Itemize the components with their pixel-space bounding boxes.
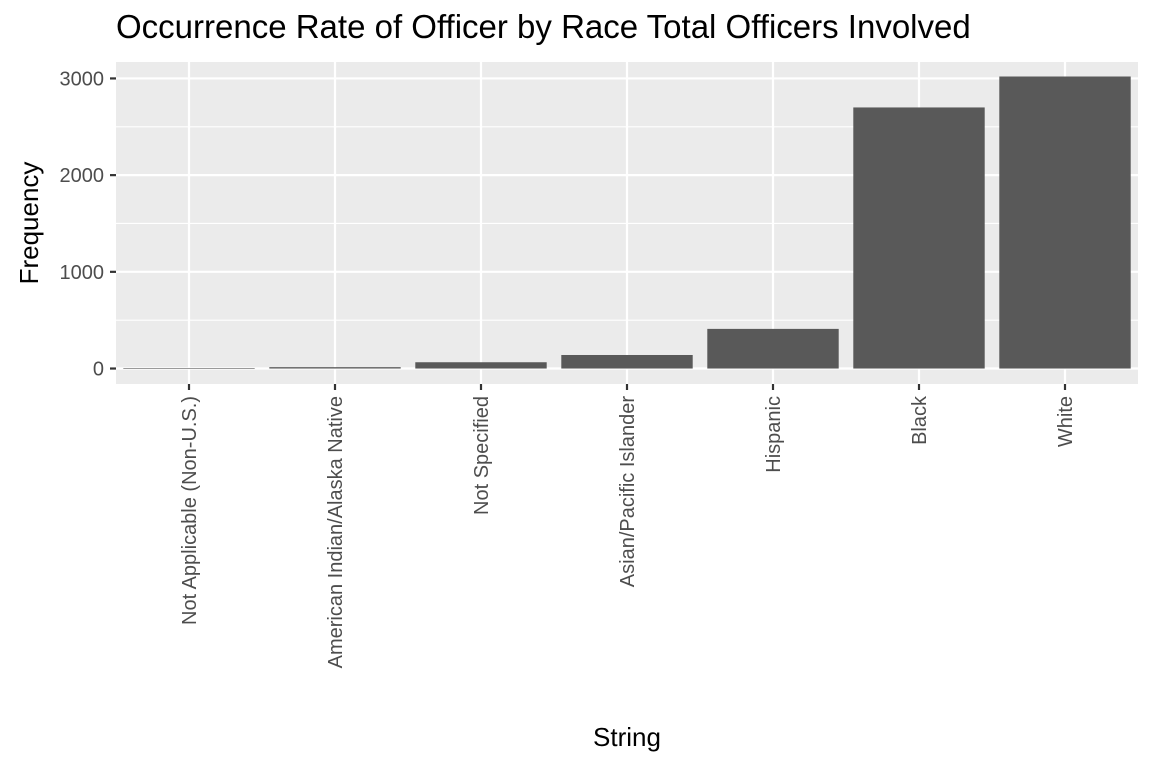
- bar-1: [269, 367, 401, 369]
- bar-0: [123, 368, 255, 369]
- bar-3: [561, 354, 693, 369]
- y-tick-label: 0: [93, 359, 104, 381]
- x-axis-label: String: [593, 722, 661, 752]
- y-axis-label: Frequency: [14, 162, 44, 285]
- x-axis: Not Applicable (Non-U.S.) American Indian…: [179, 384, 1077, 668]
- y-tick-label: 1000: [60, 262, 105, 284]
- bar-5: [853, 107, 985, 369]
- y-axis: 0 1000 2000 3000: [60, 68, 116, 381]
- x-tick-label: Black: [909, 395, 931, 445]
- x-tick-label: White: [1055, 396, 1077, 447]
- bar-2: [415, 362, 547, 369]
- x-tick-label: Hispanic: [763, 396, 785, 473]
- y-tick-label: 2000: [60, 165, 105, 187]
- bars: [123, 76, 1131, 369]
- chart-title: Occurrence Rate of Officer by Race Total…: [116, 8, 971, 45]
- x-tick-label: Not Applicable (Non-U.S.): [179, 396, 201, 625]
- x-tick-label: Asian/Pacific Islander: [617, 396, 639, 588]
- bar-4: [707, 328, 839, 369]
- x-tick-label: American Indian/Alaska Native: [325, 396, 347, 668]
- bar-6: [999, 76, 1131, 369]
- x-tick-label: Not Specified: [471, 396, 493, 515]
- y-tick-label: 3000: [60, 68, 105, 90]
